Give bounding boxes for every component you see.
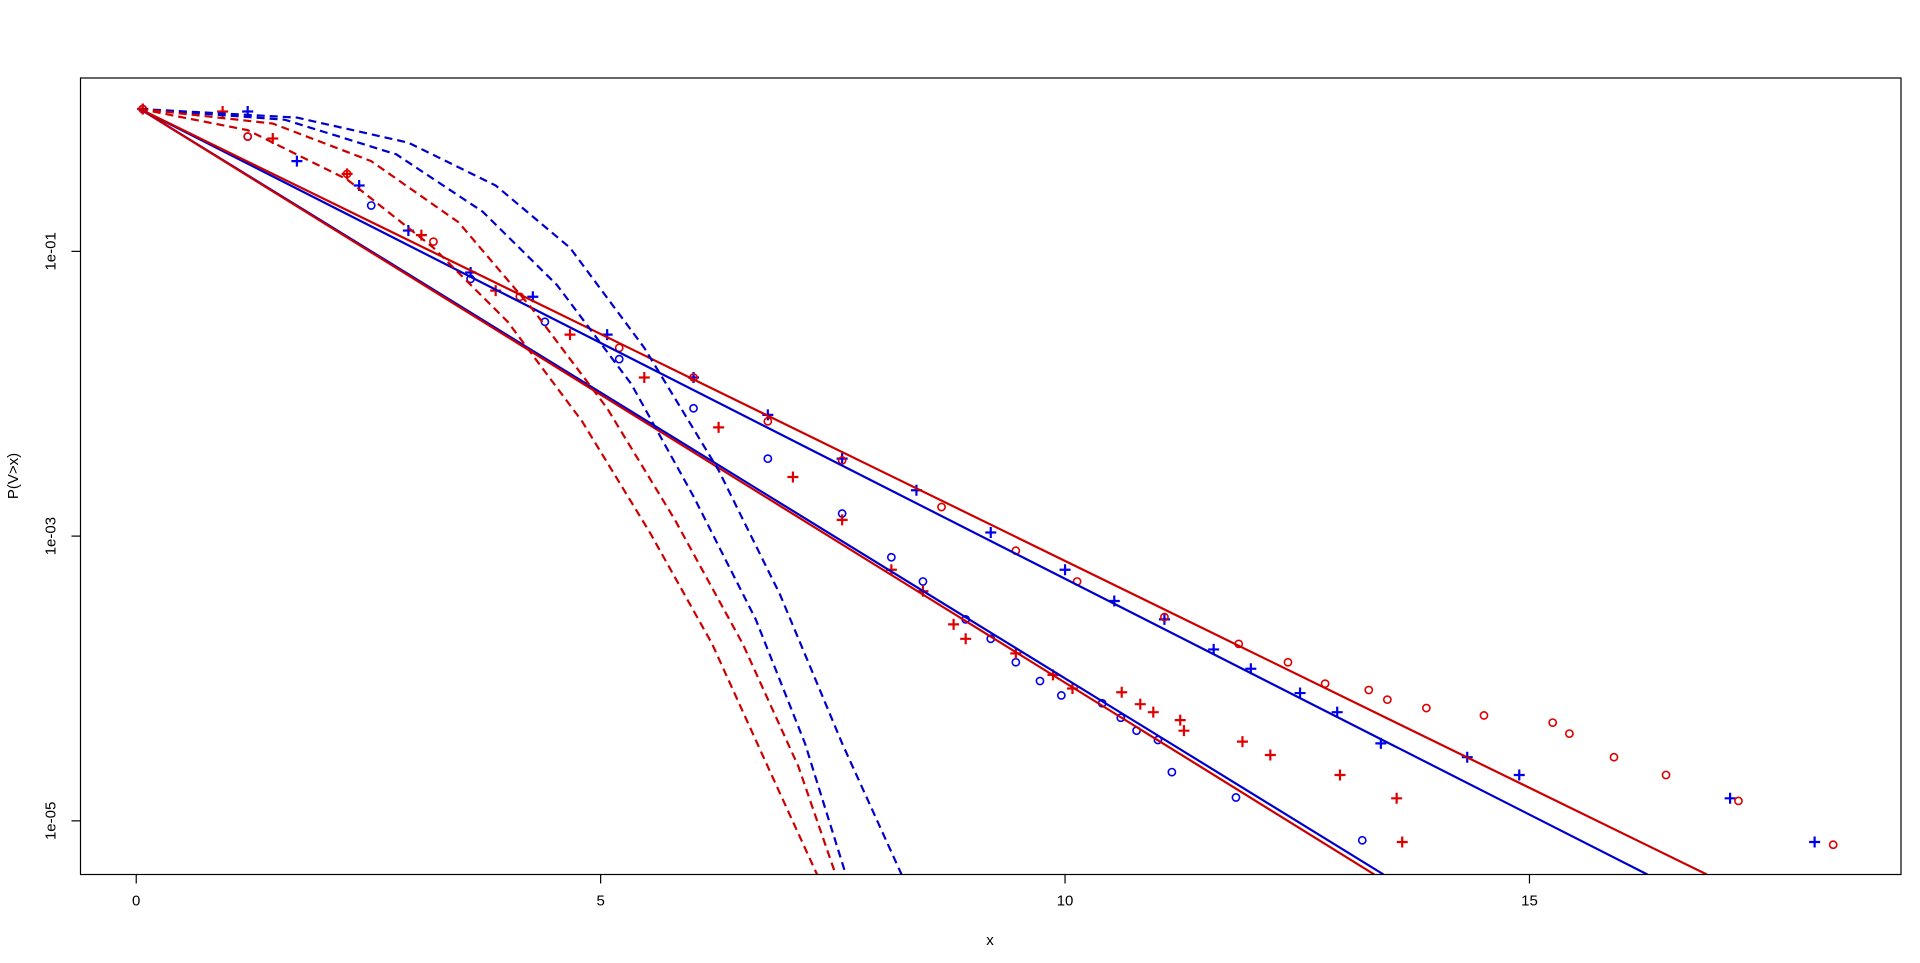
point-plus (1334, 769, 1346, 781)
point-circle (1160, 612, 1169, 622)
point-circle (366, 201, 376, 210)
point-plus (1724, 792, 1736, 804)
point-plus (564, 329, 576, 341)
point-circle (243, 132, 253, 141)
point-circle (1661, 770, 1671, 780)
point-circle (937, 502, 946, 512)
point-circle (1548, 718, 1558, 727)
point-plus (291, 155, 303, 167)
point-circle (1734, 796, 1743, 806)
point-plus (341, 168, 353, 180)
point-circle (1828, 840, 1838, 850)
point-plus (1264, 749, 1276, 761)
plot-area (137, 103, 1838, 875)
x-tick-label: 5 (596, 893, 604, 910)
point-circle (614, 354, 624, 364)
point-circle (1357, 835, 1367, 845)
plot-frame (79, 77, 1902, 876)
dashed-curve (139, 107, 819, 875)
point-plus (1116, 686, 1128, 698)
point-circle (1035, 676, 1045, 686)
dashed-curve (139, 107, 847, 875)
point-circle (1283, 657, 1293, 667)
fit-line (139, 108, 1375, 875)
fit-line (139, 107, 1648, 875)
point-plus (1134, 698, 1146, 710)
point-plus (1236, 736, 1248, 748)
point-plus (1809, 836, 1821, 848)
point-circle (1421, 703, 1431, 713)
point-circle (918, 577, 928, 586)
point-plus (787, 471, 799, 483)
point-plus (836, 514, 848, 526)
x-axis-label: x (986, 932, 994, 949)
dashed-curve (139, 107, 837, 875)
point-circle (837, 456, 847, 465)
point-circle (429, 237, 438, 247)
point-circle (763, 416, 773, 426)
x-tick-label: 15 (1521, 893, 1538, 910)
y-axis-label: P(V>x) (5, 453, 22, 499)
point-circle (1479, 711, 1489, 720)
y-tick-label: 1e-05 (43, 802, 60, 840)
point-plus (1391, 792, 1403, 804)
x-tick-label: 10 (1057, 893, 1074, 910)
point-plus (713, 421, 725, 433)
point-plus (638, 371, 650, 383)
point-plus (985, 526, 997, 538)
point-plus (1178, 725, 1190, 737)
point-circle (1231, 793, 1241, 802)
y-tick-label: 1e-03 (43, 517, 60, 555)
point-plus (960, 633, 972, 645)
point-circle (1364, 685, 1374, 695)
point-circle (886, 552, 896, 562)
point-circle (763, 454, 773, 464)
point-circle (1056, 691, 1066, 700)
point-plus (948, 618, 960, 630)
point-circle (689, 403, 698, 413)
point-plus (1059, 564, 1071, 576)
x-tick-label: 0 (132, 893, 140, 910)
point-circle (1116, 713, 1126, 723)
point-plus (1147, 706, 1159, 718)
point-plus (1513, 769, 1525, 781)
point-circle (1382, 695, 1392, 705)
fit-line (139, 107, 1708, 875)
dashed-curve (139, 107, 903, 875)
point-circle (1167, 767, 1177, 777)
point-circle (1565, 729, 1574, 739)
y-tick-label: 1e-01 (43, 232, 60, 270)
point-circle (1609, 752, 1619, 762)
point-plus (1174, 714, 1186, 726)
point-plus (1396, 836, 1408, 848)
point-plus (1294, 687, 1306, 699)
